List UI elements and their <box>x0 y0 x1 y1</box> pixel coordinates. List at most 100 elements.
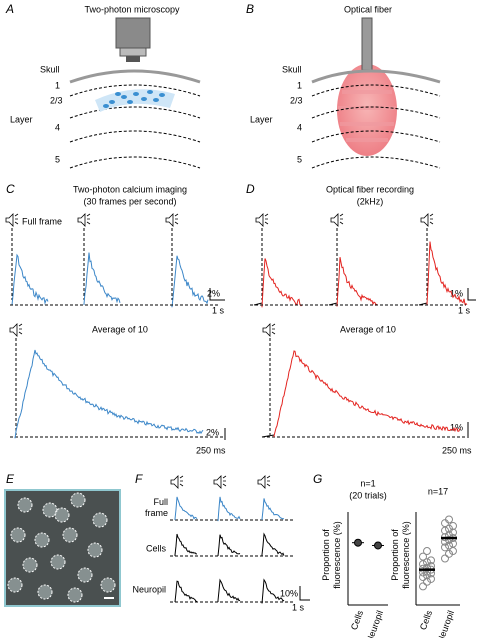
cell-roi <box>7 577 23 593</box>
panel-title: Optical fiber <box>344 4 392 14</box>
data-point <box>419 573 427 582</box>
panel-label: G <box>313 472 322 486</box>
panel-subtitle: (2kHz) <box>357 196 384 206</box>
cell-roi <box>34 532 50 548</box>
cell-roi <box>92 512 108 528</box>
data-point <box>427 556 435 565</box>
panel-label: E <box>6 472 15 486</box>
trace <box>217 578 241 602</box>
data-point <box>423 558 431 567</box>
trace <box>217 534 241 556</box>
scale-label: 2% <box>206 427 219 437</box>
data-point <box>445 524 453 533</box>
fiber <box>361 17 373 71</box>
trace <box>171 255 209 308</box>
stimulus-icon <box>257 475 271 489</box>
trace <box>273 350 461 437</box>
trace <box>426 241 468 306</box>
layer-number: 2/3 <box>50 95 63 105</box>
scale-label: 1% <box>450 422 463 432</box>
cell-roi <box>22 557 38 573</box>
layer-number: 5 <box>55 154 60 164</box>
y-axis-label: Proportion of fluorescence (%) <box>390 521 411 589</box>
data-point <box>445 515 453 524</box>
cell-roi <box>77 567 93 583</box>
scale-label: 250 ms <box>442 445 472 455</box>
layer-number: 5 <box>297 154 302 164</box>
panel-subtitle: (30 frames per second) <box>83 196 176 206</box>
scale-label: 1 s <box>212 305 225 315</box>
scale-label: 1 s <box>292 602 305 612</box>
layer-label: Layer <box>250 114 273 124</box>
scale-label: 1% <box>450 288 463 298</box>
stimulus-icon <box>170 475 184 489</box>
row-label: Cells <box>146 543 167 553</box>
data-point <box>449 521 457 530</box>
skull-label: Skull <box>282 64 302 74</box>
layer-number: 1 <box>297 80 302 90</box>
stimulus-icon <box>420 213 434 227</box>
imaging-plane <box>95 89 175 112</box>
scale-label: 250 ms <box>196 445 226 455</box>
stimulus-icon <box>255 213 269 227</box>
data-point <box>441 543 449 552</box>
stimulus-icon <box>9 323 23 337</box>
trace <box>336 257 378 307</box>
trace <box>83 252 121 305</box>
data-point <box>419 560 427 569</box>
trace <box>261 532 285 556</box>
cell-roi <box>62 527 78 543</box>
chart-subtitle: (20 trials) <box>349 490 387 500</box>
cell-rois <box>7 492 116 603</box>
trace <box>261 578 285 604</box>
x-tick-label: Cells <box>349 609 365 632</box>
trace-label: Full frame <box>22 216 62 226</box>
stimulus-icon <box>213 475 227 489</box>
data-point <box>423 547 431 556</box>
data-point <box>441 519 449 528</box>
scale-bar <box>209 288 225 301</box>
trace <box>217 496 241 522</box>
cell-roi <box>10 527 26 543</box>
cell-roi <box>67 587 83 603</box>
row-label: Neuropil <box>132 584 166 594</box>
scale-bar <box>299 586 310 601</box>
cells <box>103 90 165 108</box>
mean-point <box>374 541 382 550</box>
cell-roi <box>70 492 86 508</box>
trace <box>174 580 198 603</box>
data-point <box>423 567 431 576</box>
cell-roi <box>17 497 33 513</box>
layer-boundaries <box>69 84 201 169</box>
trace <box>174 533 197 556</box>
cell-roi <box>37 584 53 600</box>
trace <box>261 258 303 308</box>
trace-label: Average of 10 <box>92 324 148 334</box>
cell-roi <box>50 554 66 570</box>
scale-bar <box>467 288 476 301</box>
stimulus-icon <box>5 213 19 227</box>
trace <box>261 434 275 438</box>
layer-number: 2/3 <box>290 95 303 105</box>
stimulus-icon <box>330 213 344 227</box>
trace <box>174 496 198 520</box>
data-point <box>445 549 453 558</box>
layer-label: Layer <box>10 114 33 124</box>
stimulus-icon <box>77 213 91 227</box>
data-point <box>419 582 427 591</box>
panel-label: D <box>246 182 255 196</box>
data-point <box>441 526 449 535</box>
layer-number: 1 <box>55 80 60 90</box>
cell-roi <box>42 502 58 518</box>
cell-roi <box>54 507 70 523</box>
panel-title: Two-photon microscopy <box>84 4 180 14</box>
x-tick-label: Neuropil <box>364 609 385 638</box>
trace <box>261 498 285 520</box>
trace-label: Average of 10 <box>340 324 396 334</box>
cell-roi <box>87 542 103 558</box>
chart-title: n=1 <box>360 478 375 488</box>
layer-number: 4 <box>297 122 302 132</box>
skull <box>311 69 441 84</box>
trace <box>11 253 49 306</box>
